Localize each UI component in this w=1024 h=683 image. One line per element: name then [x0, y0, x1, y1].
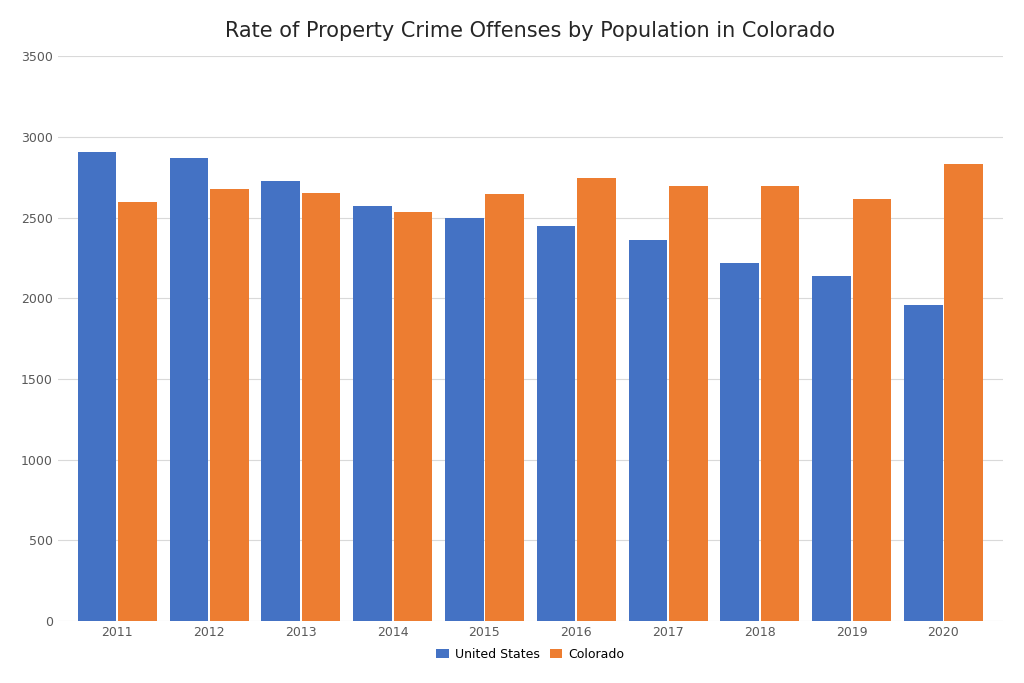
Bar: [210, 189, 249, 621]
Bar: [669, 186, 708, 621]
Bar: [170, 158, 208, 621]
Title: Rate of Property Crime Offenses by Population in Colorado: Rate of Property Crime Offenses by Popul…: [225, 21, 836, 41]
Bar: [78, 152, 117, 621]
Bar: [118, 202, 157, 621]
Bar: [812, 276, 851, 621]
Bar: [944, 164, 983, 621]
Bar: [853, 199, 891, 621]
Bar: [485, 195, 524, 621]
Bar: [761, 186, 800, 621]
Bar: [393, 212, 432, 621]
Bar: [578, 178, 615, 621]
Bar: [445, 218, 483, 621]
Bar: [721, 263, 759, 621]
Bar: [904, 305, 942, 621]
Bar: [302, 193, 340, 621]
Bar: [353, 206, 392, 621]
Bar: [261, 181, 300, 621]
Legend: United States, Colorado: United States, Colorado: [431, 643, 630, 666]
Bar: [537, 225, 575, 621]
Bar: [629, 240, 668, 621]
